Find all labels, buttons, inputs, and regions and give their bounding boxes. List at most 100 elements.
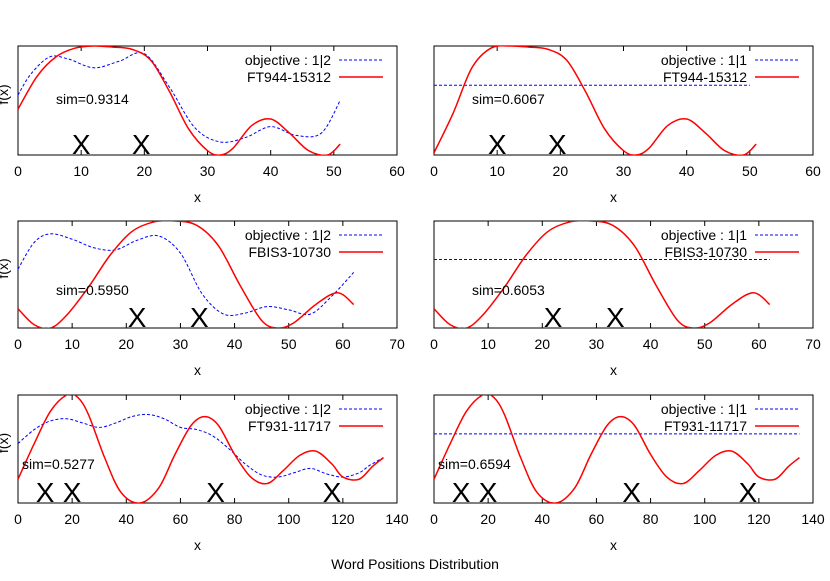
series-line-2 xyxy=(434,395,800,503)
x-tick-label: 50 xyxy=(326,163,342,179)
series-line-2 xyxy=(18,46,341,155)
x-tick-label: 70 xyxy=(389,336,405,352)
x-tick-label: 20 xyxy=(64,511,80,527)
y-axis-label: f(x) xyxy=(0,258,11,278)
x-tick-label: 10 xyxy=(480,336,496,352)
word-position-marker: X xyxy=(132,129,151,160)
x-tick-label: 100 xyxy=(693,511,717,527)
legend-label-1: objective : 1|1 xyxy=(661,52,747,68)
word-position-marker: X xyxy=(606,302,625,333)
x-axis-label: x xyxy=(610,362,617,378)
x-tick-label: 40 xyxy=(643,336,659,352)
x-tick-label: 60 xyxy=(173,511,189,527)
series-line-1 xyxy=(18,413,384,478)
x-tick-label: 50 xyxy=(742,163,758,179)
x-tick-label: 10 xyxy=(64,336,80,352)
legend-label-2: FBIS3-10730 xyxy=(665,244,748,260)
legend-label-2: FT944-15312 xyxy=(247,69,331,85)
x-tick-label: 20 xyxy=(534,336,550,352)
x-tick-label: 120 xyxy=(331,511,355,527)
chart-panel-3: 0 10 20 30 40 50 60 70 x f(x) objective : 1|2FBIS3… xyxy=(0,220,405,378)
x-tick-label: 20 xyxy=(118,336,134,352)
x-tick-label: 0 xyxy=(430,163,438,179)
chart-panel-1: 0 10 20 30 40 50 60 x f(x) objective : 1|2FT944-1… xyxy=(0,45,405,205)
x-tick-label: 0 xyxy=(14,511,22,527)
x-tick-label: 80 xyxy=(227,511,243,527)
word-position-marker: X xyxy=(479,477,498,508)
x-tick-label: 0 xyxy=(430,336,438,352)
word-position-marker: X xyxy=(544,302,563,333)
x-tick-label: 30 xyxy=(200,163,216,179)
word-position-marker: X xyxy=(190,302,209,333)
series-line-2 xyxy=(18,221,355,328)
similarity-annotation: sim=0.5277 xyxy=(22,456,95,472)
x-tick-label: 60 xyxy=(751,336,767,352)
x-axis-label: x xyxy=(194,537,201,553)
x-axis-label: x xyxy=(194,362,201,378)
x-tick-label: 10 xyxy=(489,163,505,179)
word-position-marker: X xyxy=(739,477,758,508)
x-tick-label: 50 xyxy=(281,336,297,352)
legend-label-1: objective : 1|1 xyxy=(661,227,747,243)
x-tick-label: 60 xyxy=(589,511,605,527)
similarity-annotation: sim=0.6053 xyxy=(472,282,545,298)
x-tick-label: 40 xyxy=(227,336,243,352)
series-line-1 xyxy=(18,233,355,316)
x-tick-label: 0 xyxy=(14,336,22,352)
legend-label-1: objective : 1|1 xyxy=(661,401,747,417)
legend-label-1: objective : 1|2 xyxy=(245,227,331,243)
word-position-marker: X xyxy=(488,129,507,160)
x-tick-label: 0 xyxy=(430,511,438,527)
y-axis-label: f(x) xyxy=(0,84,11,104)
word-position-marker: X xyxy=(323,477,342,508)
x-tick-label: 20 xyxy=(480,511,496,527)
x-tick-label: 40 xyxy=(534,511,550,527)
x-axis-label: x xyxy=(610,189,617,205)
y-axis-label: f(x) xyxy=(0,433,11,453)
legend-label-1: objective : 1|2 xyxy=(245,401,331,417)
x-tick-label: 100 xyxy=(277,511,301,527)
word-position-marker: X xyxy=(622,477,641,508)
legend-label-2: FT944-15312 xyxy=(663,69,747,85)
x-tick-label: 40 xyxy=(679,163,695,179)
word-position-marker: X xyxy=(128,302,147,333)
x-tick-label: 120 xyxy=(747,511,771,527)
chart-panel-4: 0 10 20 30 40 50 60 70 x objective : 1|1FBIS3-107… xyxy=(430,220,821,378)
x-tick-label: 0 xyxy=(14,163,22,179)
x-tick-label: 40 xyxy=(118,511,134,527)
similarity-annotation: sim=0.6594 xyxy=(438,456,511,472)
x-tick-label: 10 xyxy=(73,163,89,179)
series-line-2 xyxy=(18,395,384,503)
word-position-marker: X xyxy=(548,129,567,160)
x-axis-label: x xyxy=(194,189,201,205)
x-axis-label: x xyxy=(610,537,617,553)
x-tick-label: 80 xyxy=(643,511,659,527)
x-tick-label: 30 xyxy=(589,336,605,352)
x-tick-label: 140 xyxy=(385,511,409,527)
x-tick-label: 30 xyxy=(173,336,189,352)
similarity-annotation: sim=0.9314 xyxy=(56,91,129,107)
x-tick-label: 30 xyxy=(616,163,632,179)
series-line-2 xyxy=(434,46,757,155)
plot-frame xyxy=(433,220,814,329)
word-position-marker: X xyxy=(36,477,55,508)
x-tick-label: 20 xyxy=(553,163,569,179)
plot-frame xyxy=(17,394,398,504)
word-position-marker: X xyxy=(452,477,471,508)
plot-frame xyxy=(433,394,814,504)
legend-label-1: objective : 1|2 xyxy=(245,52,331,68)
x-tick-label: 70 xyxy=(805,336,821,352)
x-tick-label: 60 xyxy=(335,336,351,352)
legend-label-2: FBIS3-10730 xyxy=(249,244,332,260)
chart-panel-6: 0 20 40 60 80 100 120 140 x objective : 1|1FT931-… xyxy=(430,394,825,553)
plot-frame xyxy=(17,220,398,329)
x-tick-label: 140 xyxy=(801,511,825,527)
series-line-2 xyxy=(434,221,771,328)
x-tick-label: 20 xyxy=(137,163,153,179)
x-tick-label: 40 xyxy=(263,163,279,179)
x-tick-label: 60 xyxy=(805,163,821,179)
similarity-annotation: sim=0.6067 xyxy=(472,91,545,107)
similarity-annotation: sim=0.5950 xyxy=(56,282,129,298)
figure-caption: Word Positions Distribution xyxy=(331,556,499,572)
